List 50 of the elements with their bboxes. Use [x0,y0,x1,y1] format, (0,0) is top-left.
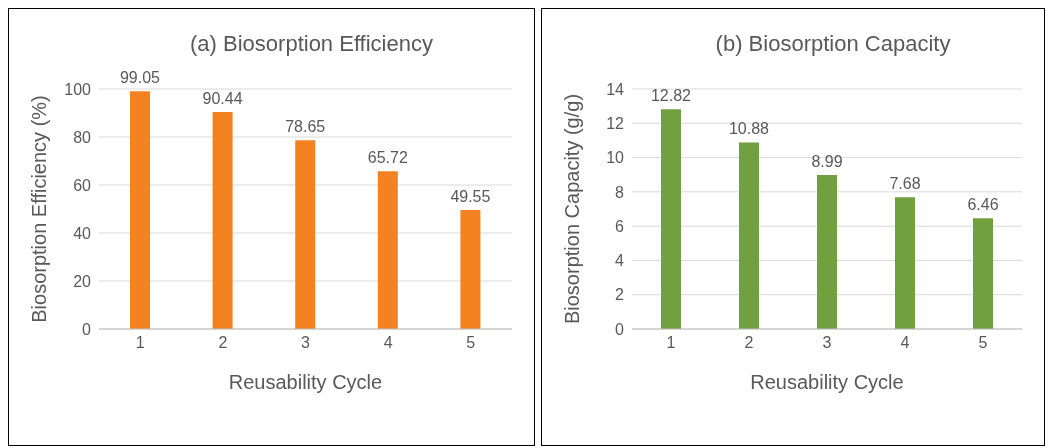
y-tick-label: 8 [615,183,625,201]
y-tick-label: 0 [82,320,92,338]
y-axis-title: Biosorption Capacity (g/g) [561,93,584,325]
x-tick-label: 4 [383,334,393,352]
y-tick-label: 10 [606,149,625,167]
x-tick-label: 4 [900,334,910,352]
x-tick-label: 2 [744,334,754,352]
y-tick-label: 0 [615,320,625,338]
data-label: 90.44 [202,89,243,107]
x-tick-label: 3 [822,334,832,352]
data-label: 10.88 [728,120,770,138]
bar [739,142,759,329]
y-tick-label: 2 [615,286,625,304]
bar [295,140,316,329]
y-tick-label: 14 [606,80,625,98]
bar [973,218,993,329]
data-label: 6.46 [967,196,999,214]
x-axis-title: Reusability Cycle [228,371,383,393]
data-label: 7.68 [889,175,921,193]
data-label: 8.99 [811,152,843,170]
data-label: 49.55 [450,188,491,206]
y-tick-label: 100 [64,80,92,98]
y-tick-label: 4 [615,252,625,270]
x-tick-label: 1 [135,334,145,352]
y-axis-title: Biosorption Efficiency (%) [28,95,51,323]
y-tick-label: 60 [73,176,92,194]
bar [130,91,150,329]
data-label: 12.82 [650,87,692,105]
bar [817,174,837,329]
bar [661,109,681,329]
y-tick-label: 80 [73,128,92,146]
data-label: 99.05 [119,69,161,87]
x-tick-label: 5 [978,334,988,352]
chart-title: (b) Biosorption Capacity [714,31,952,57]
x-tick-label: 5 [466,334,476,352]
chart-title: (a) Biosorption Efficiency [189,31,434,57]
x-axis-title: Reusability Cycle [750,371,904,393]
x-tick-label: 2 [218,334,228,352]
x-tick-label: 1 [666,334,676,352]
bar [895,197,915,329]
bar [377,171,398,329]
bar [212,111,233,329]
y-tick-label: 12 [606,114,625,132]
bar [460,210,481,329]
y-tick-label: 20 [73,272,92,290]
data-label: 65.72 [367,149,408,167]
x-tick-label: 3 [301,334,311,352]
y-tick-label: 40 [73,224,92,242]
y-tick-label: 6 [615,217,625,235]
data-label: 78.65 [285,118,326,136]
